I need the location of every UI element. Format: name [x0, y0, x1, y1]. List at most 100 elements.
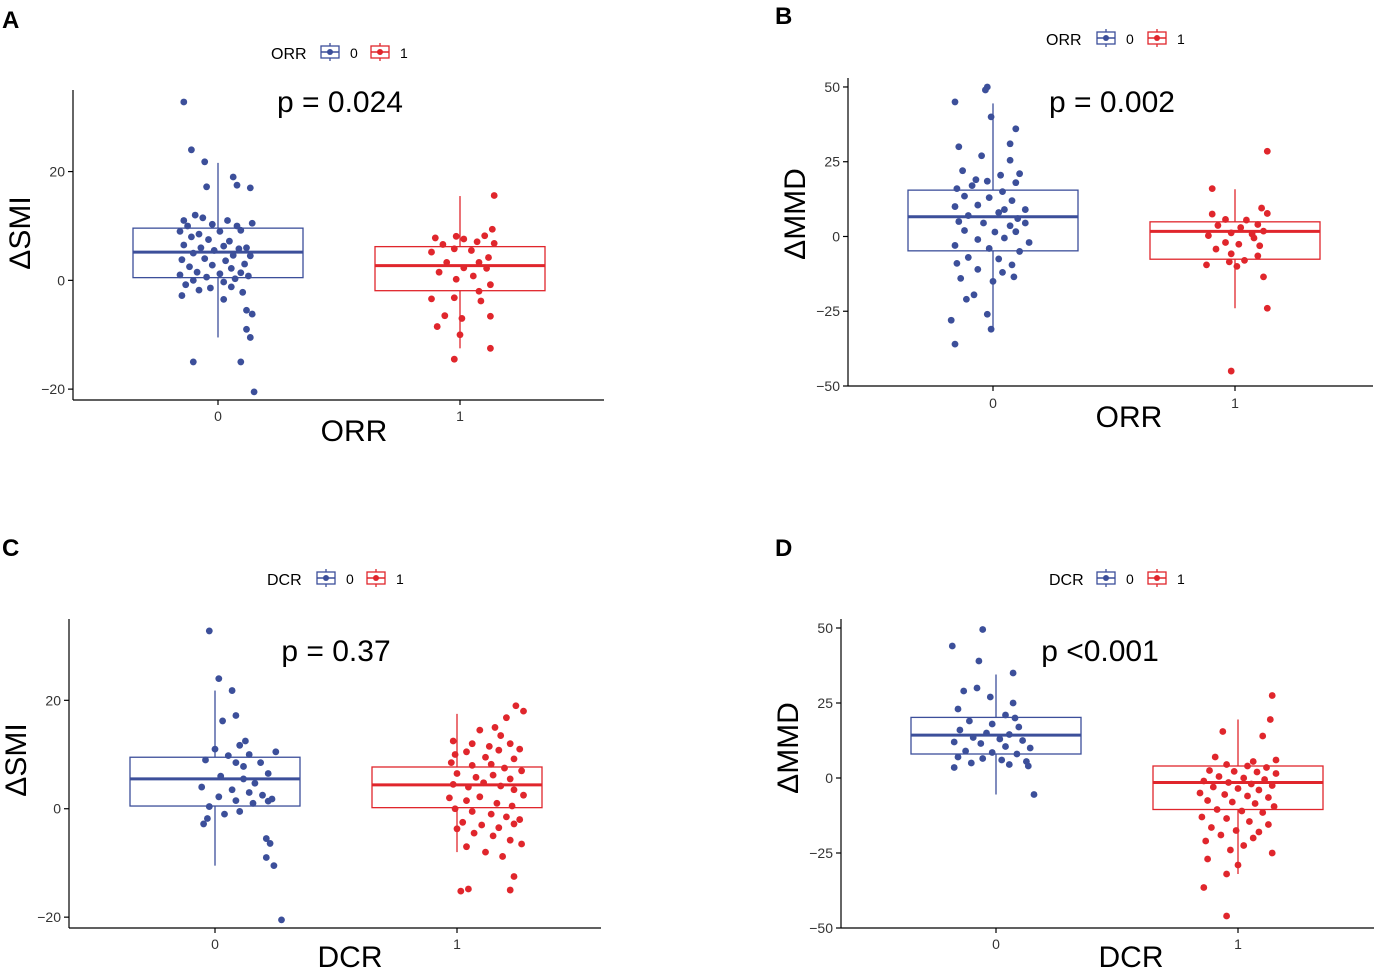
data-point [979, 755, 987, 762]
data-point [499, 853, 506, 860]
data-point [510, 786, 518, 794]
data-point [485, 742, 493, 750]
data-point [1265, 821, 1272, 828]
data-point [983, 729, 990, 737]
data-point [493, 799, 501, 807]
data-point [1263, 147, 1271, 155]
x-axis-title: DCR [318, 941, 383, 969]
legend-key-1 [370, 43, 390, 61]
data-point [1013, 750, 1021, 758]
data-point [431, 234, 439, 242]
data-point [1208, 210, 1216, 218]
data-point [266, 840, 274, 847]
data-point [503, 813, 510, 821]
legend: DCR 0 1 [267, 569, 404, 589]
data-point [510, 873, 518, 880]
data-point [1238, 807, 1246, 815]
data-point [1268, 849, 1276, 857]
data-point [1225, 779, 1232, 786]
x-tick-label-1: 1 [453, 936, 461, 952]
box-group-1 [1152, 719, 1324, 874]
data-point [220, 278, 228, 286]
data-point [482, 848, 489, 856]
data-point [469, 272, 477, 280]
data-point [478, 821, 486, 829]
legend-key-0 [320, 43, 340, 61]
data-point [197, 244, 205, 252]
data-point [1247, 780, 1255, 788]
data-point [1006, 222, 1014, 230]
data-point [180, 241, 188, 249]
data-point [241, 260, 249, 268]
data-point [210, 247, 218, 254]
data-point [246, 184, 254, 192]
x-tick-label-1: 1 [1231, 395, 1239, 411]
data-point [954, 753, 962, 761]
data-point [966, 717, 973, 725]
data-point [182, 281, 190, 289]
data-point [472, 773, 480, 781]
data-point [211, 745, 219, 753]
x-axis-title: ORR [321, 415, 388, 448]
data-point [1255, 828, 1263, 836]
data-point [184, 222, 192, 230]
box [374, 245, 546, 292]
data-point [458, 315, 466, 322]
data-point [246, 334, 254, 341]
data-point [1204, 797, 1211, 804]
box-group-0 [907, 103, 1079, 330]
data-point [996, 735, 1004, 743]
legend-key-1 [366, 569, 386, 587]
data-point [1213, 806, 1221, 813]
data-point [235, 245, 243, 253]
data-point [221, 810, 228, 818]
data-point [973, 684, 981, 692]
data-point [460, 264, 468, 272]
data-point [964, 212, 972, 219]
data-point [203, 273, 211, 281]
data-point [189, 249, 197, 257]
data-point [1200, 777, 1208, 785]
data-point [955, 143, 963, 151]
y-tick-label: 20 [45, 692, 61, 708]
y-tick-label: 0 [57, 272, 65, 288]
data-point [1223, 761, 1230, 768]
data-point [208, 261, 216, 269]
p-value: p <0.001 [1041, 635, 1159, 668]
data-point [176, 271, 184, 279]
data-point [1222, 239, 1229, 246]
panel-c: C DCR 0 1 p = 0.37 −20 0 20 0 1 DCR ΔSMI [0, 484, 692, 969]
data-point [428, 248, 435, 256]
data-point [947, 316, 955, 324]
data-point [1254, 221, 1262, 228]
data-point [1016, 248, 1023, 255]
legend-dot [1154, 35, 1160, 41]
data-point [251, 779, 259, 787]
data-point [450, 245, 458, 253]
legend-key-1 [1147, 29, 1167, 47]
data-point [1223, 870, 1230, 878]
data-point [950, 738, 958, 746]
legend-key-0 [1096, 569, 1116, 587]
data-point [1021, 219, 1029, 227]
data-point [249, 799, 257, 807]
data-point [1244, 762, 1251, 770]
data-point [468, 247, 475, 254]
data-point [1249, 834, 1257, 842]
data-point [516, 745, 524, 753]
x-tick-label-0: 0 [214, 408, 222, 424]
data-point [201, 255, 209, 262]
data-point [964, 254, 972, 261]
data-point [237, 358, 245, 366]
data-point [510, 755, 518, 763]
data-point [1243, 216, 1250, 224]
data-point [512, 702, 520, 710]
data-point [452, 275, 460, 283]
data-point [1008, 197, 1016, 205]
data-point [1254, 252, 1262, 260]
data-point [468, 740, 476, 748]
data-point [207, 284, 214, 292]
data-point [195, 286, 203, 294]
legend-label-1: 1 [400, 45, 408, 61]
data-point [465, 885, 472, 893]
